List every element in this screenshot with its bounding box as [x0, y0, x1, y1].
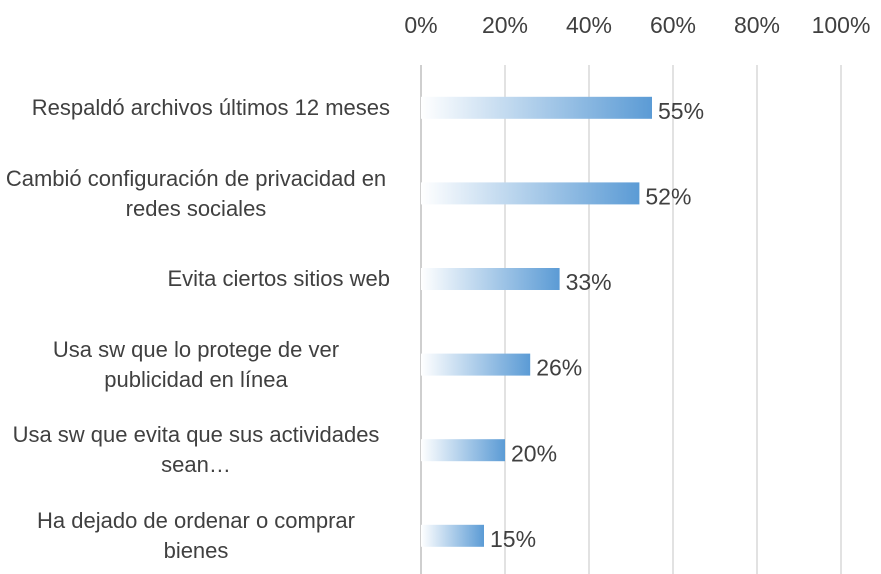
data-label: 26%	[536, 355, 582, 381]
bar	[421, 268, 560, 290]
x-tick-label: 20%	[482, 12, 528, 38]
x-tick-label: 60%	[650, 12, 696, 38]
category-label-box: Respaldó archivos últimos 12 meses	[0, 65, 390, 151]
bar	[421, 182, 640, 205]
category-label-box: Cambió configuración de privacidad en re…	[0, 151, 390, 237]
y-tick-label: Usa sw que evita que sus actividades sea…	[12, 422, 380, 478]
bar	[421, 96, 652, 119]
x-tick-label: 100%	[812, 12, 871, 38]
bar	[421, 353, 531, 376]
y-tick-label: Respaldó archivos últimos 12 meses	[31, 95, 390, 120]
category-label-box: Usa sw que lo protege de ver publicidad …	[0, 322, 390, 408]
category-label-box: Evita ciertos sitios web	[0, 236, 390, 322]
x-tick-label: 0%	[404, 12, 437, 38]
data-label: 33%	[566, 269, 612, 295]
data-label: 20%	[511, 440, 557, 466]
y-tick-label: Ha dejado de ordenar o comprar bienes	[37, 508, 355, 563]
bar	[421, 524, 484, 547]
data-label: 15%	[490, 526, 536, 552]
y-tick-label: Cambió configuración de privacidad en re…	[5, 165, 387, 221]
data-label: 52%	[645, 183, 691, 209]
y-tick-label: Evita ciertos sitios web	[167, 266, 390, 292]
x-tick-label: 80%	[734, 12, 780, 38]
x-tick-label: 40%	[566, 12, 612, 38]
bar	[421, 439, 505, 462]
y-tick-label: Usa sw que lo protege de ver publicidad …	[52, 336, 340, 392]
data-label: 55%	[658, 98, 704, 124]
category-label-box: Usa sw que evita que sus actividades sea…	[0, 407, 390, 493]
category-label-box: Ha dejado de ordenar o comprar bienes	[0, 493, 390, 574]
